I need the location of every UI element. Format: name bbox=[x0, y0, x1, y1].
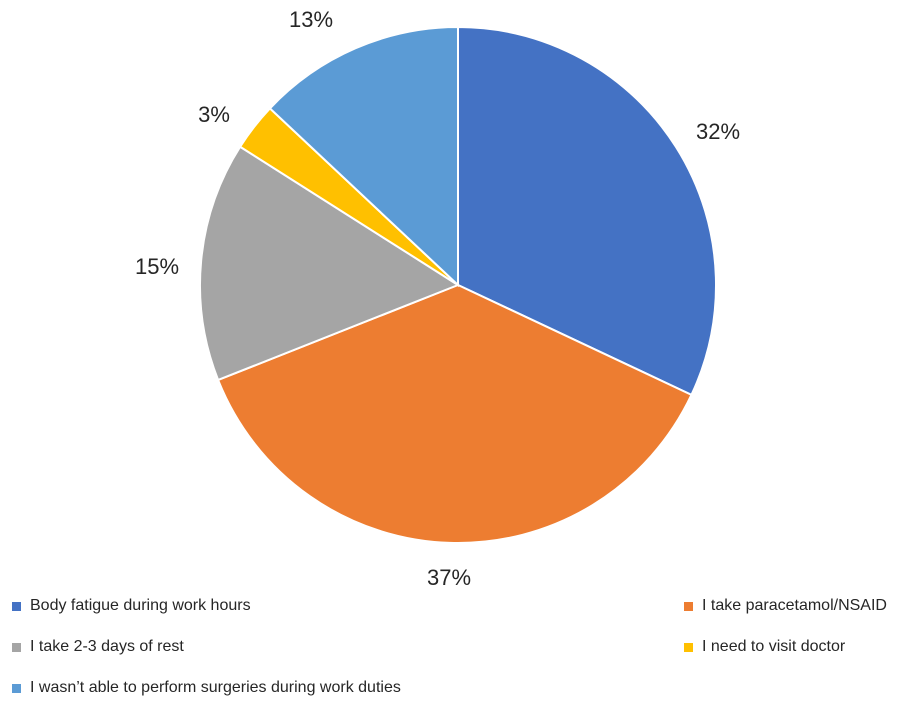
legend-item-doctor: I need to visit doctor bbox=[684, 638, 845, 656]
legend-swatch-surgeries bbox=[12, 683, 21, 693]
legend-label-rest: I take 2-3 days of rest bbox=[30, 638, 184, 655]
legend-swatch-rest bbox=[12, 642, 21, 652]
data-label-body-fatigue: 32% bbox=[696, 119, 740, 144]
legend-item-rest: I take 2-3 days of rest bbox=[12, 638, 184, 656]
pie-slice-paracetamol bbox=[216, 283, 693, 544]
data-label-rest: 15% bbox=[135, 254, 179, 279]
legend-item-paracetamol: I take paracetamol/NSAID bbox=[684, 597, 887, 615]
legend-label-surgeries: I wasn’t able to perform surgeries durin… bbox=[30, 679, 401, 696]
legend-label-paracetamol: I take paracetamol/NSAID bbox=[702, 597, 887, 614]
pie-slice-rest bbox=[199, 145, 461, 382]
legend-label-body-fatigue: Body fatigue during work hours bbox=[30, 597, 251, 614]
data-label-paracetamol: 37% bbox=[427, 565, 471, 590]
pie-slice-surgeries bbox=[268, 25, 459, 288]
legend-label-doctor: I need to visit doctor bbox=[702, 638, 846, 655]
legend-swatch-paracetamol bbox=[684, 601, 693, 611]
legend-swatch-doctor bbox=[684, 642, 693, 652]
data-label-doctor: 3% bbox=[198, 102, 230, 127]
pie-chart: 32% 37% 15% 3% 13% bbox=[135, 7, 740, 590]
legend-item-surgeries: I wasn’t able to perform surgeries durin… bbox=[12, 679, 401, 697]
pie-slice-body-fatigue bbox=[457, 25, 717, 397]
pie-data-labels: 32% 37% 15% 3% 13% bbox=[135, 7, 740, 590]
legend-item-body-fatigue: Body fatigue during work hours bbox=[12, 597, 251, 615]
pie-slices bbox=[199, 25, 717, 544]
data-label-surgeries: 13% bbox=[289, 7, 333, 32]
legend-swatch-body-fatigue bbox=[12, 601, 21, 611]
